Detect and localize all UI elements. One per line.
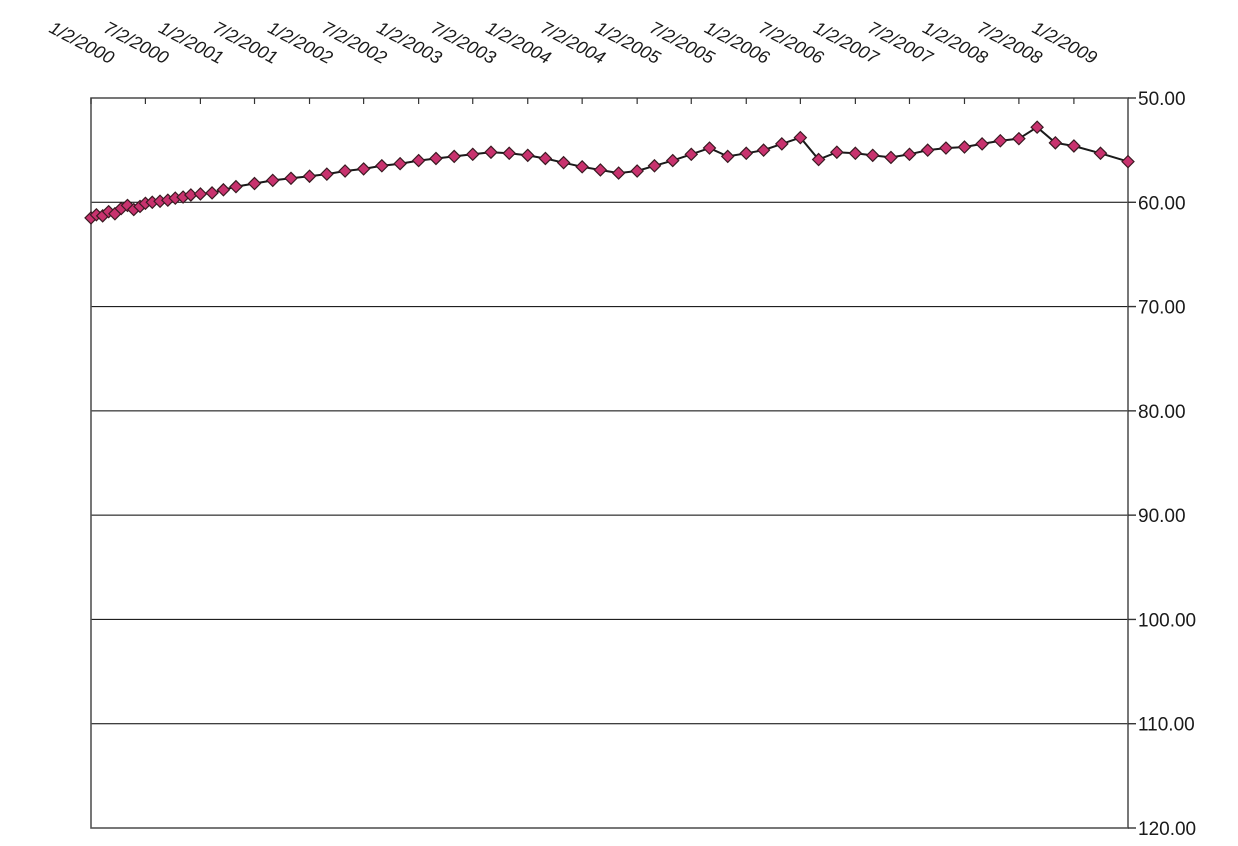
data-point-marker bbox=[720, 149, 735, 164]
data-point-marker bbox=[665, 153, 680, 168]
data-point-marker bbox=[865, 148, 880, 163]
data-point-marker bbox=[1067, 139, 1081, 153]
data-point-marker bbox=[502, 146, 517, 161]
data-point-marker bbox=[247, 176, 262, 191]
data-point-marker bbox=[205, 186, 219, 200]
data-point-marker bbox=[302, 169, 317, 184]
data-point-marker bbox=[193, 187, 208, 201]
data-point-marker bbox=[556, 155, 571, 170]
data-point-marker bbox=[393, 156, 407, 171]
y-tick-label: 100.00 bbox=[1138, 610, 1196, 631]
data-point-marker bbox=[265, 173, 280, 188]
gridlines bbox=[91, 201, 1128, 725]
data-point-marker bbox=[429, 151, 443, 166]
data-point-marker bbox=[884, 150, 898, 165]
y-tick-label: 50.00 bbox=[1138, 89, 1186, 110]
data-point-marker bbox=[284, 171, 298, 186]
data-point-marker bbox=[484, 145, 498, 160]
data-point-marker bbox=[447, 149, 462, 164]
data-point-marker bbox=[411, 153, 426, 168]
data-point-marker bbox=[593, 163, 608, 177]
y-tick-label: 80.00 bbox=[1138, 402, 1186, 423]
data-point-marker bbox=[739, 146, 754, 161]
data-point-marker bbox=[630, 164, 644, 178]
data-point-marker bbox=[647, 158, 662, 173]
data-point-marker bbox=[1048, 135, 1063, 150]
data-point-marker bbox=[684, 147, 699, 162]
data-point-marker bbox=[939, 141, 953, 155]
data-point-marker bbox=[229, 179, 243, 194]
data-point-marker bbox=[375, 158, 389, 173]
y-tick-label: 120.00 bbox=[1138, 819, 1196, 840]
data-point-marker bbox=[338, 164, 352, 178]
data-point-marker bbox=[902, 147, 917, 162]
y-tick-label: 70.00 bbox=[1138, 298, 1186, 319]
data-point-marker bbox=[611, 166, 626, 180]
y-tick-label: 60.00 bbox=[1138, 193, 1186, 214]
data-point-marker bbox=[1121, 154, 1135, 169]
data-point-marker bbox=[520, 148, 535, 163]
data-point-marker bbox=[811, 152, 826, 167]
data-point-marker bbox=[793, 130, 808, 145]
x-axis-ticks bbox=[90, 98, 1075, 104]
data-point-marker bbox=[1093, 146, 1108, 161]
data-point-marker bbox=[829, 145, 844, 160]
data-point-marker bbox=[702, 141, 717, 155]
data-point-marker bbox=[320, 167, 334, 181]
data-point-marker bbox=[756, 143, 771, 157]
data-point-marker bbox=[1012, 131, 1026, 146]
data-point-marker bbox=[465, 147, 480, 162]
y-axis: 50.00 60.00 70.00 80.00 90.00 100.00 110.00 120… bbox=[1128, 89, 1196, 840]
data-point-marker bbox=[920, 143, 935, 157]
data-point-marker bbox=[957, 140, 972, 154]
y-tick-label: 90.00 bbox=[1138, 506, 1186, 527]
plot-area-frame bbox=[90, 97, 1129, 829]
x-axis-tick-labels: 1/2/20007/2/20001/2/20017/2/20011/2/2002… bbox=[46, 17, 1100, 68]
series-markers bbox=[84, 120, 1135, 225]
data-point-marker bbox=[538, 151, 553, 166]
data-point-marker bbox=[774, 137, 789, 151]
series-line bbox=[90, 125, 1129, 219]
data-point-marker bbox=[216, 182, 231, 197]
data-point-marker bbox=[848, 146, 863, 161]
data-point-marker bbox=[993, 133, 1008, 148]
data-point-marker bbox=[975, 137, 989, 151]
data-point-marker bbox=[575, 159, 589, 174]
data-point-marker bbox=[1030, 120, 1044, 135]
data-point-marker bbox=[356, 162, 371, 176]
y-tick-label: 110.00 bbox=[1138, 715, 1195, 736]
